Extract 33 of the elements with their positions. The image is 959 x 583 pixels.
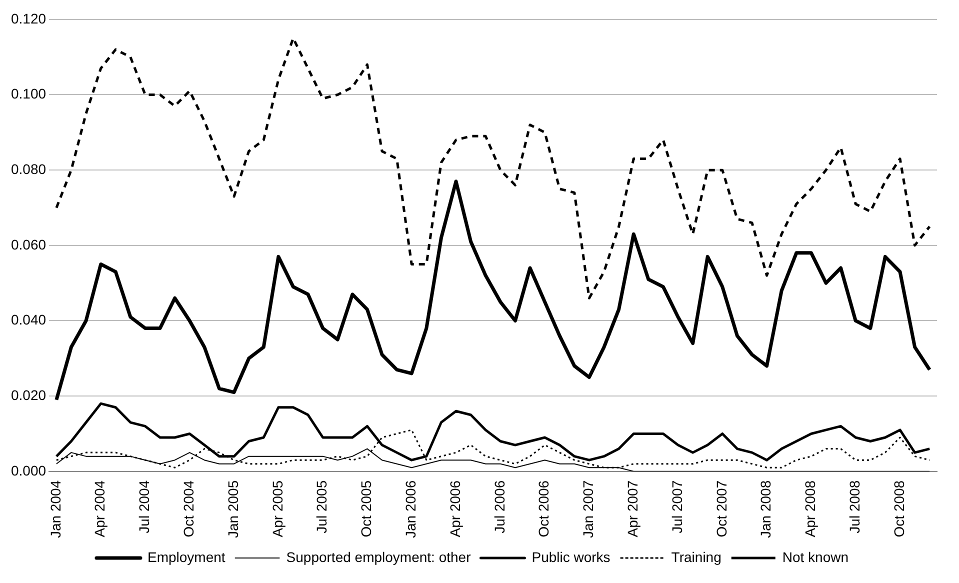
x-tick-label: Oct 2006 [536,480,552,538]
x-tick-label: Oct 2004 [180,480,196,538]
legend-label: Employment [147,548,226,565]
x-tick-label: Jul 2004 [136,480,152,534]
y-tick-label: 0.040 [10,312,46,328]
x-tick-label: Apr 2005 [269,480,286,538]
y-tick-label: 0.020 [10,386,46,403]
x-tick-label: Apr 2008 [802,480,818,538]
x-tick-label: Jan 2007 [580,480,596,538]
x-tick-label: Oct 2005 [358,480,374,538]
x-tick-label: Jul 2006 [491,480,508,534]
x-tick-label: Jul 2007 [668,480,685,534]
x-tick-label: Apr 2007 [624,480,640,538]
line-series [55,36,931,300]
x-tick-label: Apr 2006 [446,480,463,538]
x-tick-label: Oct 2008 [890,480,907,538]
x-tick-label: Jan 2008 [758,480,774,538]
x-tick-label: Jan 2005 [224,480,241,538]
x-tick-label: Jan 2006 [402,480,418,538]
legend-label: Public works [532,548,610,565]
y-tick-label: 0.000 [10,462,46,478]
x-tick-label: Jul 2008 [846,480,862,534]
y-tick-label: 0.080 [10,160,46,177]
legend-label: Training [671,548,722,565]
x-tick-label: Apr 2004 [92,480,108,538]
y-tick-label: 0.060 [10,236,46,252]
legend-label: Supported employment: other [286,548,472,565]
x-tick-label: Jan 2004 [47,480,64,538]
y-tick-label: 0.100 [10,86,46,102]
x-tick-label: Oct 2007 [713,480,730,538]
y-tick-label: 0.120 [10,10,46,26]
x-tick-label: Jul 2005 [314,480,330,534]
legend-label: Not known [782,548,849,565]
